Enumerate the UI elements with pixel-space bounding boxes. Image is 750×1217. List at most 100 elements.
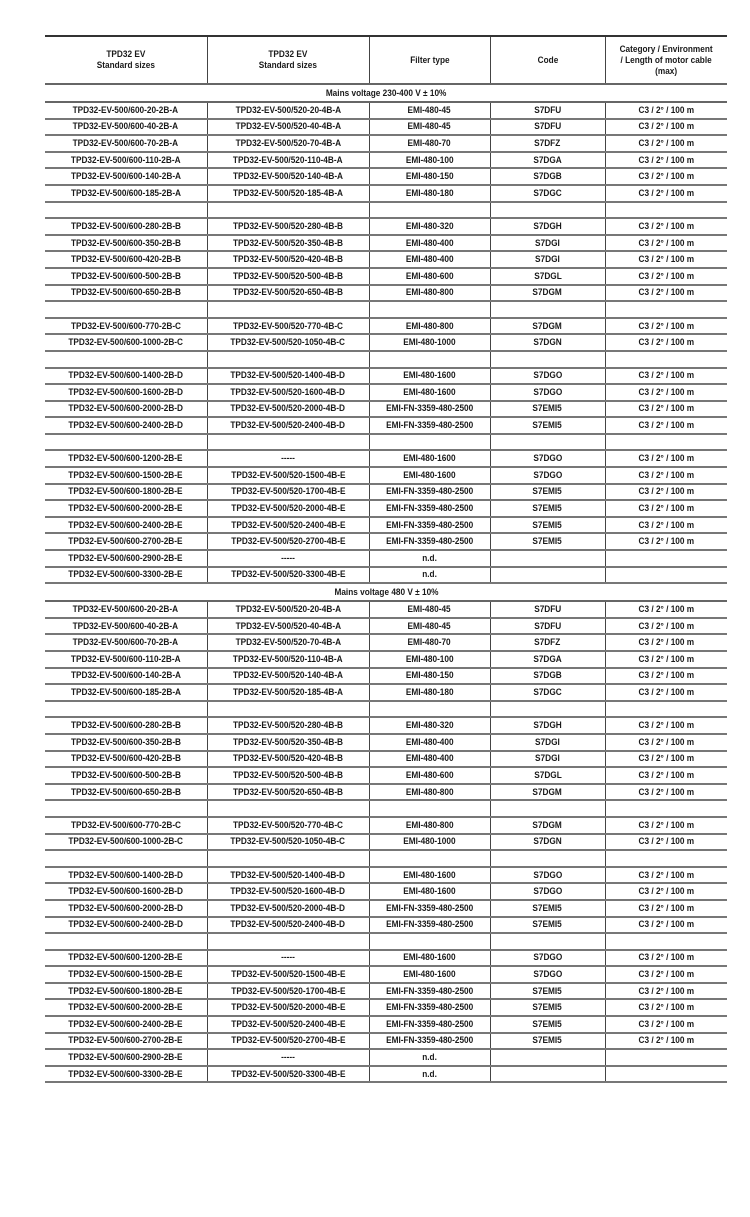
category-cell: C3 / 2° / 100 m	[604, 467, 727, 485]
table-row: TPD32-EV-500/600-350-2B-B TPD32-EV-500/52…	[45, 234, 727, 253]
code-cell	[489, 301, 605, 319]
table-row: TPD32-EV-500/600-2000-2B-E TPD32-EV-500/5…	[45, 999, 727, 1018]
table-row: TPD32-EV-500/600-2400-2B-E TPD32-EV-500/5…	[45, 516, 727, 535]
category-cell: C3 / 2° / 100 m	[604, 251, 727, 269]
filter-type-cell: EMI-480-70	[368, 135, 490, 153]
drive-2b-cell	[45, 800, 207, 818]
drive-4b-cell-text: TPD32-EV-500/520-1600-4B-D	[230, 386, 346, 398]
drive-2b-cell: TPD32-EV-500/600-770-2B-C	[45, 317, 207, 336]
filter-type-cell	[368, 800, 490, 818]
code-cell: S7DGH	[489, 717, 605, 735]
category-cell	[604, 700, 727, 719]
drive-2b-cell: TPD32-EV-500/600-1800-2B-E	[45, 483, 207, 502]
drive-2b-cell-text: TPD32-EV-500/600-2400-2B-E	[68, 519, 183, 531]
code-cell: S7DGL	[489, 767, 605, 785]
filter-type-cell: EMI-480-400	[368, 750, 490, 769]
filter-type-cell-text: EMI-FN-3359-480-2500	[385, 503, 474, 515]
table-row: TPD32-EV-500/600-1800-2B-E TPD32-EV-500/5…	[45, 982, 727, 1001]
category-cell-text: C3 / 2° / 100 m	[638, 769, 695, 781]
filter-type-cell-text: EMI-480-400	[405, 254, 454, 266]
code-cell	[489, 566, 605, 585]
table-row: TPD32-EV-500/600-70-2B-A TPD32-EV-500/520…	[45, 135, 727, 153]
drive-4b-cell: TPD32-EV-500/520-1500-4B-E	[206, 467, 369, 485]
filter-type-cell	[368, 433, 490, 452]
filter-type-cell-text: EMI-480-800	[405, 320, 454, 332]
code-cell: S7DGL	[489, 267, 605, 286]
drive-2b-cell-text: TPD32-EV-500/600-140-2B-A	[70, 171, 181, 183]
category-cell-text: C3 / 2° / 100 m	[638, 536, 695, 548]
category-cell-text: C3 / 2° / 100 m	[638, 104, 695, 116]
drive-4b-cell-text: TPD32-EV-500/520-3300-4B-E	[230, 1068, 346, 1080]
category-cell: C3 / 2° / 100 m	[604, 999, 727, 1018]
drive-2b-cell-text: TPD32-EV-500/600-1400-2B-D	[68, 370, 184, 382]
drive-4b-cell	[206, 700, 369, 719]
filter-type-cell-text: EMI-480-45	[407, 620, 452, 632]
drive-2b-cell: TPD32-EV-500/600-2000-2B-D	[45, 899, 207, 918]
drive-4b-cell: TPD32-EV-500/520-2400-4B-D	[206, 916, 369, 935]
drive-2b-cell: TPD32-EV-500/600-280-2B-B	[45, 218, 207, 236]
code-cell: S7DGO	[489, 450, 605, 469]
drive-2b-cell-text: TPD32-EV-500/600-70-2B-A	[73, 137, 179, 149]
drive-4b-cell-text: TPD32-EV-500/520-1700-4B-E	[230, 985, 346, 997]
drive-2b-cell-text: TPD32-EV-500/600-1500-2B-E	[68, 969, 183, 981]
drive-2b-cell: TPD32-EV-500/600-70-2B-A	[45, 634, 207, 652]
drive-2b-cell: TPD32-EV-500/600-500-2B-B	[45, 767, 207, 785]
category-cell: C3 / 2° / 100 m	[604, 1032, 727, 1051]
code-cell-text: S7DGO	[533, 469, 562, 481]
table-row: TPD32-EV-500/600-2000-2B-E TPD32-EV-500/5…	[45, 500, 727, 518]
filter-type-cell: EMI-FN-3359-480-2500	[368, 982, 490, 1001]
table-row: TPD32-EV-500/600-2000-2B-D TPD32-EV-500/5…	[45, 899, 727, 918]
category-cell-text: C3 / 2° / 100 m	[638, 985, 695, 997]
category-cell-text: C3 / 2° / 100 m	[638, 637, 695, 649]
category-cell: C3 / 2° / 100 m	[604, 783, 727, 802]
table-row: TPD32-EV-500/600-770-2B-C TPD32-EV-500/52…	[45, 317, 727, 336]
category-cell: C3 / 2° / 100 m	[604, 617, 727, 636]
filter-type-cell: EMI-480-1600	[368, 949, 490, 968]
code-cell-text: S7EMI5	[532, 902, 563, 914]
drive-4b-cell: TPD32-EV-500/520-650-4B-B	[206, 284, 369, 303]
code-cell: S7EMI5	[489, 916, 605, 935]
category-cell-text: C3 / 2° / 100 m	[638, 287, 695, 299]
category-cell-text: C3 / 2° / 100 m	[638, 1002, 695, 1014]
filter-type-cell-text: EMI-480-800	[405, 819, 454, 831]
filter-type-cell: EMI-480-1600	[368, 467, 490, 485]
category-cell-text: C3 / 2° / 100 m	[638, 686, 695, 698]
code-cell-text: S7DGH	[533, 220, 562, 232]
filter-type-cell: EMI-480-1600	[368, 866, 490, 885]
drive-4b-cell-text: TPD32-EV-500/520-280-4B-B	[232, 220, 344, 232]
code-cell-text: S7EMI5	[532, 536, 563, 548]
table-row: TPD32-EV-500/600-1400-2B-D TPD32-EV-500/5…	[45, 367, 727, 386]
filter-table: TPD32 EV Standard sizes TPD32 EV Standar…	[45, 35, 727, 1084]
category-cell-text: C3 / 2° / 100 m	[638, 220, 695, 232]
code-cell: S7DGO	[489, 883, 605, 901]
category-cell-text: C3 / 2° / 100 m	[638, 836, 695, 848]
filter-type-cell-text: EMI-480-1600	[403, 969, 456, 981]
drive-4b-cell-text: TPD32-EV-500/520-2400-4B-D	[230, 420, 346, 432]
drive-4b-cell-text: TPD32-EV-500/520-1400-4B-D	[230, 869, 346, 881]
category-cell-text: C3 / 2° / 100 m	[638, 320, 695, 332]
table-row: TPD32-EV-500/600-1600-2B-D TPD32-EV-500/5…	[45, 384, 727, 402]
drive-4b-cell-text: TPD32-EV-500/520-140-4B-A	[232, 171, 344, 183]
header-standard-sizes-2b: TPD32 EV Standard sizes	[45, 35, 207, 85]
category-cell-text: C3 / 2° / 100 m	[638, 469, 695, 481]
drive-2b-cell: TPD32-EV-500/600-1500-2B-E	[45, 966, 207, 984]
drive-2b-cell: TPD32-EV-500/600-2400-2B-E	[45, 516, 207, 535]
category-cell: C3 / 2° / 100 m	[604, 966, 727, 984]
table-row: TPD32-EV-500/600-650-2B-B TPD32-EV-500/52…	[45, 284, 727, 303]
filter-type-cell-text: n.d.	[422, 569, 437, 581]
drive-4b-cell-text: TPD32-EV-500/520-420-4B-B	[232, 254, 344, 266]
category-cell	[604, 301, 727, 319]
drive-2b-cell-text: TPD32-EV-500/600-1000-2B-C	[68, 836, 184, 848]
filter-type-cell-text: n.d.	[422, 552, 437, 564]
drive-4b-cell-text: TPD32-EV-500/520-1700-4B-E	[230, 486, 346, 498]
drive-4b-cell: TPD32-EV-500/520-2400-4B-E	[206, 1016, 369, 1034]
drive-4b-cell-text: TPD32-EV-500/520-350-4B-B	[232, 237, 344, 249]
drive-2b-cell-text: TPD32-EV-500/600-1400-2B-D	[68, 869, 184, 881]
drive-4b-cell-text: TPD32-EV-500/520-1500-4B-E	[230, 469, 346, 481]
code-cell-text: S7DGO	[533, 453, 562, 465]
filter-type-cell-text: EMI-480-1600	[403, 370, 456, 382]
drive-4b-cell-text: TPD32-EV-500/520-110-4B-A	[233, 154, 343, 166]
filter-type-cell	[368, 933, 490, 951]
filter-type-cell: EMI-480-1600	[368, 883, 490, 901]
drive-4b-cell-text: TPD32-EV-500/520-110-4B-A	[233, 653, 343, 665]
